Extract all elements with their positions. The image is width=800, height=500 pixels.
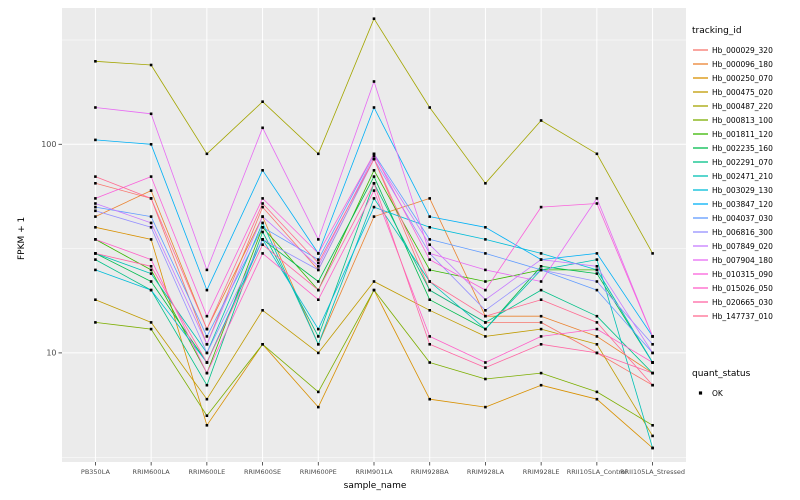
x-tick-label: PB350LA [81, 468, 111, 476]
legend-item: Hb_000029_320 [692, 43, 798, 57]
legend-item-label: Hb_002235_160 [712, 143, 773, 153]
legend-item: Hb_003847_120 [692, 197, 798, 211]
legend-key-line-icon [693, 105, 708, 107]
x-tick-label: RRIM600LE [189, 468, 226, 476]
legend-key-line-icon [693, 245, 708, 247]
y-axis-title: FPKM + 1 [17, 216, 27, 260]
legend-item-label: Hb_006816_300 [712, 227, 773, 237]
legend-items-tracking-id: Hb_000029_320 Hb_000096_180 Hb_000250_070 H… [692, 43, 798, 323]
legend-key-line-icon [693, 49, 708, 51]
legend-item-label: Hb_003847_120 [712, 199, 773, 209]
legend-title-quant-status: quant_status [692, 369, 751, 379]
legend-item-label: Hb_004037_030 [712, 213, 773, 223]
legend-item: Hb_007904_180 [692, 253, 798, 267]
legend-item-label: Hb_000813_100 [712, 115, 773, 125]
legend-key-line-icon [693, 203, 708, 205]
data-points [94, 17, 654, 450]
x-tick-label: RRIM928LE [523, 468, 560, 476]
legend-key-line-icon [693, 77, 708, 79]
grid-major [62, 8, 686, 462]
legend-item: Hb_004037_030 [692, 211, 798, 225]
legend-key-line-icon [693, 91, 708, 93]
legend-item-label: Hb_000487_220 [712, 101, 773, 111]
legend-item: Hb_000250_070 [692, 71, 798, 85]
legend-key-line-icon [693, 133, 708, 135]
legend-key-line-icon [693, 273, 708, 275]
x-tick-label: RRIM928BA [411, 468, 449, 476]
legend-item: Hb_003029_130 [692, 183, 798, 197]
x-tick-label: RRIM600LA [133, 468, 171, 476]
legend-item: Hb_006816_300 [692, 225, 798, 239]
legend-item-label: Hb_000475_020 [712, 87, 773, 97]
legend-item: Hb_007849_020 [692, 239, 798, 253]
legend-item-label: Hb_147737_010 [712, 311, 773, 321]
x-tick-label: RRII105LA_Stressed [620, 468, 685, 476]
legend-item: Hb_002235_160 [692, 141, 798, 155]
x-tick-label: RRII105LA_Control [567, 468, 627, 476]
x-axis-title: sample_name [343, 481, 407, 491]
legend-item: Hb_001811_120 [692, 127, 798, 141]
legend-key-line-icon [693, 147, 708, 149]
y-tick-label: 10 [46, 349, 56, 358]
legend-key-line-icon [693, 315, 708, 317]
legend-key-line-icon [693, 175, 708, 177]
legend-item: Hb_147737_010 [692, 309, 798, 323]
legend-key-line-icon [693, 217, 708, 219]
legend-items-quant-status: OK [692, 386, 798, 400]
legend-item-label: Hb_000096_180 [712, 59, 773, 69]
legend-item-label: Hb_015026_050 [712, 283, 773, 293]
legend-item-label: Hb_000029_320 [712, 45, 773, 55]
x-tick-label: RRIM600PE [300, 468, 337, 476]
legend-key-line-icon [693, 301, 708, 303]
x-tick-label: RRIM901LA [355, 468, 393, 476]
legend-item-label: Hb_020665_030 [712, 297, 773, 307]
legend-item: Hb_015026_050 [692, 281, 798, 295]
legend-item-label: Hb_007904_180 [712, 255, 773, 265]
legend-item-label: Hb_002471_210 [712, 171, 773, 181]
legend-key-line-icon [693, 161, 708, 163]
legend-item-label: Hb_002291_070 [712, 157, 773, 167]
legend-item-label: OK [712, 388, 723, 398]
legend: tracking_id Hb_000029_320 Hb_000096_180 Hb… [692, 26, 798, 400]
x-tick-label: RRIM600SE [244, 468, 281, 476]
legend-item: Hb_000487_220 [692, 99, 798, 113]
legend-item: Hb_002291_070 [692, 155, 798, 169]
axis-ticks-and-labels: 10 100 PB350LA RRIM600LA RRIM600LE RRIM600SE R… [41, 140, 685, 476]
x-tick-label: RRIM928LA [467, 468, 505, 476]
legend-key-line-icon [693, 287, 708, 289]
y-tick-label: 100 [41, 140, 56, 149]
legend-key-line-icon [693, 63, 708, 65]
legend-item-label: Hb_000250_070 [712, 73, 773, 83]
legend-item-label: Hb_001811_120 [712, 129, 773, 139]
legend-item-label: Hb_003029_130 [712, 185, 773, 195]
legend-item-label: Hb_007849_020 [712, 241, 773, 251]
legend-key-line-icon [693, 259, 708, 261]
legend-key-point-icon [698, 391, 703, 395]
legend-item-quant: OK [692, 386, 798, 400]
legend-item: Hb_000096_180 [692, 57, 798, 71]
legend-item: Hb_002471_210 [692, 169, 798, 183]
legend-item-label: Hb_010315_090 [712, 269, 773, 279]
legend-block-quant-status: quant_status OK [692, 369, 798, 400]
legend-key-line-icon [693, 119, 708, 121]
legend-item: Hb_000475_020 [692, 85, 798, 99]
legend-item: Hb_010315_090 [692, 267, 798, 281]
legend-title-tracking-id: tracking_id [692, 26, 742, 36]
legend-key-line-icon [693, 189, 708, 191]
legend-item: Hb_000813_100 [692, 113, 798, 127]
legend-key-line-icon [693, 231, 708, 233]
legend-item: Hb_020665_030 [692, 295, 798, 309]
